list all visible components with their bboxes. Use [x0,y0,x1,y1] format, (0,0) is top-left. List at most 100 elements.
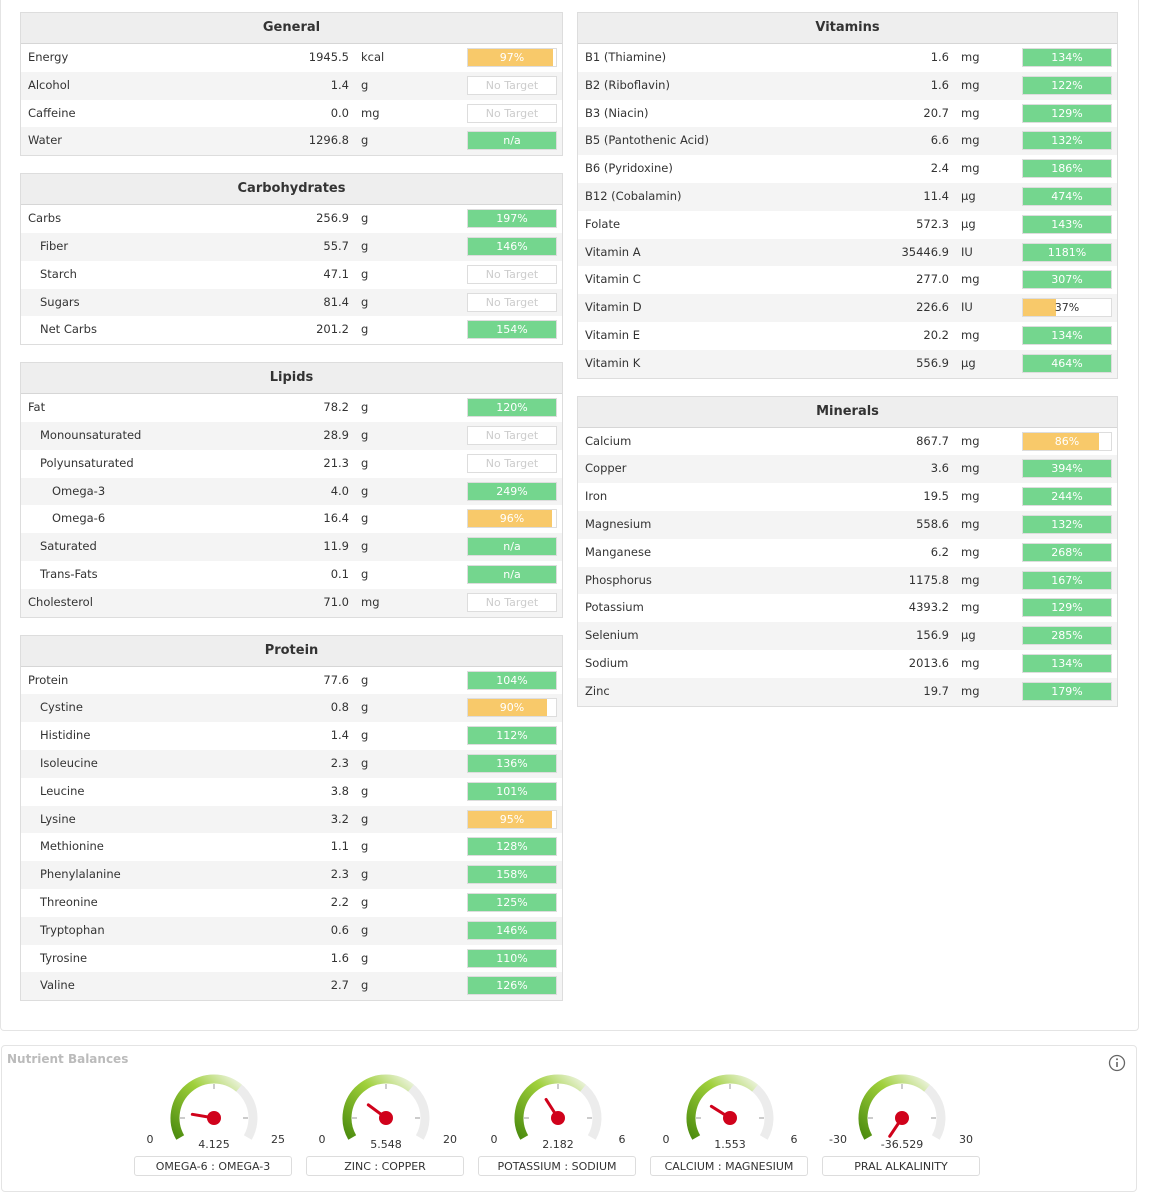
target-bar: 86% [1022,431,1112,451]
target-bar: 143% [1022,214,1112,234]
nutrient-name: Potassium [585,600,644,615]
nutrient-amount: 0.8 [330,700,349,715]
nutrient-amount: 6.2 [930,544,949,559]
nutrient-unit: g [361,783,369,798]
target-fill [1023,682,1111,700]
nutrient-row: Magnesium 558.6 mg 132% [578,510,1117,539]
nutrient-amount: 81.4 [323,294,349,309]
nutrient-name: B12 (Cobalamin) [585,188,682,203]
target-fill [1023,76,1111,94]
target-fill [468,727,556,745]
target-bar: 474% [1022,186,1112,206]
nutrient-name: Protein [28,672,69,687]
nutrient-row: Alcohol 1.4 g No Target [21,71,562,100]
target-fill [468,977,556,995]
nutrient-amount: 226.6 [916,300,949,315]
nutrient-amount: 20.7 [923,105,949,120]
nutrient-unit: mg [961,461,980,476]
gauge-max: 30 [959,1133,973,1146]
target-bar: 101% [467,781,557,801]
info-icon[interactable] [1108,1054,1126,1072]
gauge-min: 0 [491,1133,498,1146]
target-bar: 134% [1022,653,1112,673]
target-fill [1023,354,1111,372]
target-fill [1023,627,1111,645]
section: Protein Protein 77.6 g 104% Cystine 0.8 g 90% His… [20,634,563,1002]
gauge-min: 0 [663,1133,670,1146]
target-label: No Target [485,595,539,609]
target-bar: 244% [1022,487,1112,507]
gauge-value: 1.553 [714,1138,746,1151]
nutrient-row: Copper 3.6 mg 394% [578,455,1117,484]
nutrient-row: Valine 2.7 g 126% [21,972,562,1001]
target-label: 134% [1051,328,1083,342]
target-fill [468,321,556,339]
nutrient-name: Saturated [40,539,97,554]
gauge-label: ZINC : COPPER [306,1156,464,1176]
nutrient-row: Energy 1945.5 kcal 97% [21,44,562,72]
nutrient-name: Zinc [585,683,610,698]
nutrient-name: Polyunsaturated [40,455,134,470]
section: Vitamins B1 (Thiamine) 1.6 mg 134% B2 (Ribofl… [577,12,1118,379]
nutrient-unit: µg [961,628,976,643]
target-label: n/a [503,567,521,581]
target-bar: n/a [467,537,557,557]
target-fill [1023,243,1111,261]
target-label: 112% [496,729,528,743]
nutrient-amount: 4393.2 [908,600,949,615]
nutrient-name: Alcohol [28,77,70,92]
nutrient-amount: 1175.8 [908,572,949,587]
gauge-hub [207,1111,221,1125]
nutrient-row: Polyunsaturated 21.3 g No Target [21,450,562,478]
target-label: 101% [496,784,528,798]
nutrient-amount: 71.0 [323,594,349,609]
target-fill [1023,49,1111,66]
target-bar: 122% [1022,75,1112,95]
target-label: 167% [1051,573,1083,587]
nutrient-amount: 4.0 [330,483,349,498]
nutrient-amount: 11.4 [923,188,949,203]
gauge-value: 5.548 [370,1138,402,1151]
target-label: 158% [496,868,528,882]
nutrient-unit: mg [961,655,980,670]
target-fill [468,754,556,772]
nutrient-row: Vitamin D 226.6 IU 37% [578,294,1117,322]
nutrient-name: B2 (Riboflavin) [585,77,670,92]
target-label: 86% [1054,434,1080,448]
nutrient-amount: 1296.8 [308,133,349,148]
nutrient-amount: 20.2 [923,327,949,342]
gauge: 0 6 2.182 POTASSIUM : SODIUM [472,1070,644,1182]
nutrient-name: Vitamin E [585,327,640,342]
nutrient-unit: g [361,728,369,743]
target-bar: No Target [467,292,557,312]
nutrient-row: Omega-3 4.0 g 249% [21,477,562,506]
target-label: 154% [496,323,528,337]
nutrient-name: Phenylalanine [40,867,121,882]
gauge-hub [723,1111,737,1125]
section-title: General [21,13,562,44]
nutrient-name: Vitamin A [585,244,641,259]
nutrient-name: Energy [28,50,69,64]
nutrient-amount: 201.2 [316,322,349,337]
section: Lipids Fat 78.2 g 120% Monounsaturated 28.9 g No… [20,362,563,618]
gauge: 0 20 5.548 ZINC : COPPER [300,1070,472,1182]
nutrient-amount: 6.6 [930,133,949,148]
nutrient-unit: mg [961,133,980,148]
nutrient-row: Potassium 4393.2 mg 129% [578,594,1117,622]
nutrient-unit: kcal [361,50,385,64]
gauge-value: 2.182 [542,1138,574,1151]
target-label: 197% [496,212,528,226]
nutrient-unit: mg [961,489,980,504]
target-bar: No Target [467,103,557,123]
nutrient-name: Cystine [40,700,83,715]
nutrient-name: Lysine [40,811,76,826]
nutrient-amount: 1.4 [330,77,349,92]
nutrient-name: B1 (Thiamine) [585,50,667,64]
nutrient-amount: 47.1 [323,266,349,281]
target-fill [1023,104,1111,122]
nutrient-row: B3 (Niacin) 20.7 mg 129% [578,100,1117,128]
target-label: n/a [503,540,521,554]
target-bar: 112% [467,726,557,746]
nutrient-unit: mg [961,516,980,531]
nutrient-row: Carbs 256.9 g 197% [21,205,562,233]
